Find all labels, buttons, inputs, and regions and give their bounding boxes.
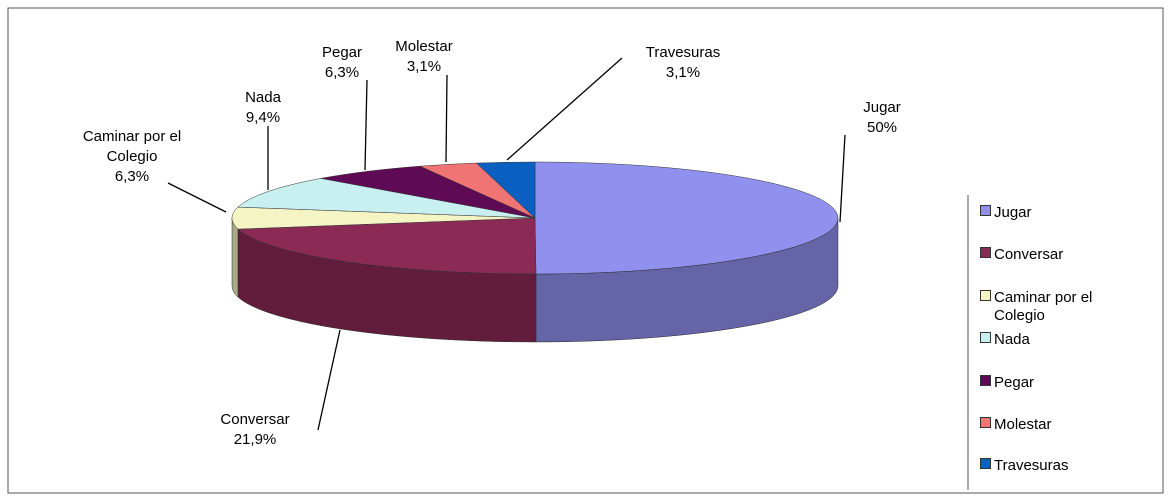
leader-line xyxy=(445,74,448,163)
label-value: 21,9% xyxy=(233,431,277,448)
label-name: Conversar xyxy=(220,411,290,428)
leader-line xyxy=(839,134,846,223)
slice xyxy=(237,217,537,275)
legend-item: Pegar xyxy=(980,374,1160,392)
label-value: 9,4% xyxy=(245,109,281,126)
data-label: Jugar 50% xyxy=(842,98,922,138)
leader-line xyxy=(317,329,341,431)
legend-item: Molestar xyxy=(980,416,1160,434)
label-name: Travesuras xyxy=(645,44,721,61)
legend-item: Travesuras xyxy=(980,457,1160,475)
leader-line xyxy=(364,79,368,171)
data-label: Travesuras 3,1% xyxy=(628,43,738,83)
legend-label: Pegar xyxy=(994,374,1035,391)
label-name: Nada xyxy=(245,89,281,106)
legend-item: Jugar xyxy=(980,204,1160,222)
legend-label: Caminar por el Colegio xyxy=(994,289,1093,324)
legend-item: Nada xyxy=(980,331,1160,349)
legend-label: Travesuras xyxy=(994,457,1069,474)
legend-swatch xyxy=(980,247,991,258)
label-value: 3,1% xyxy=(665,64,701,81)
data-label: Pegar 6,3% xyxy=(312,43,372,83)
label-name: Pegar xyxy=(321,44,363,61)
legend-swatch xyxy=(980,205,991,216)
slice xyxy=(231,206,536,230)
data-label: Conversar 21,9% xyxy=(200,410,310,450)
legend-label: Conversar xyxy=(994,246,1064,263)
legend-swatch xyxy=(980,375,991,386)
side-shade xyxy=(232,218,238,298)
label-value: 6,3% xyxy=(114,168,150,185)
side-shade xyxy=(535,218,838,342)
legend-item: Conversar xyxy=(980,246,1160,264)
legend-label: Nada xyxy=(994,331,1030,348)
label-name: Jugar xyxy=(863,99,901,116)
frame xyxy=(7,7,1164,494)
leader-line xyxy=(167,182,227,213)
slice xyxy=(320,165,536,219)
legend-label: Jugar xyxy=(994,204,1032,221)
data-label: Caminar por el Colegio 6,3% xyxy=(67,127,197,187)
legend-label: Molestar xyxy=(994,416,1052,433)
legend-swatch xyxy=(980,290,991,301)
data-label: Molestar 3,1% xyxy=(384,37,464,77)
label-name: Caminar por el Colegio xyxy=(82,128,182,165)
label-value: 6,3% xyxy=(324,64,360,81)
slice xyxy=(475,161,536,219)
side-shade xyxy=(237,229,536,342)
legend-swatch xyxy=(980,332,991,343)
data-label: Nada 9,4% xyxy=(233,88,293,128)
legend-swatch xyxy=(980,458,991,469)
legend-swatch xyxy=(980,417,991,428)
label-value: 50% xyxy=(866,119,898,136)
label-name: Molestar xyxy=(395,38,453,55)
legend-item: Caminar por el Colegio xyxy=(980,289,1160,325)
leader-line xyxy=(506,57,623,161)
slice xyxy=(237,178,536,219)
label-value: 3,1% xyxy=(406,58,442,75)
